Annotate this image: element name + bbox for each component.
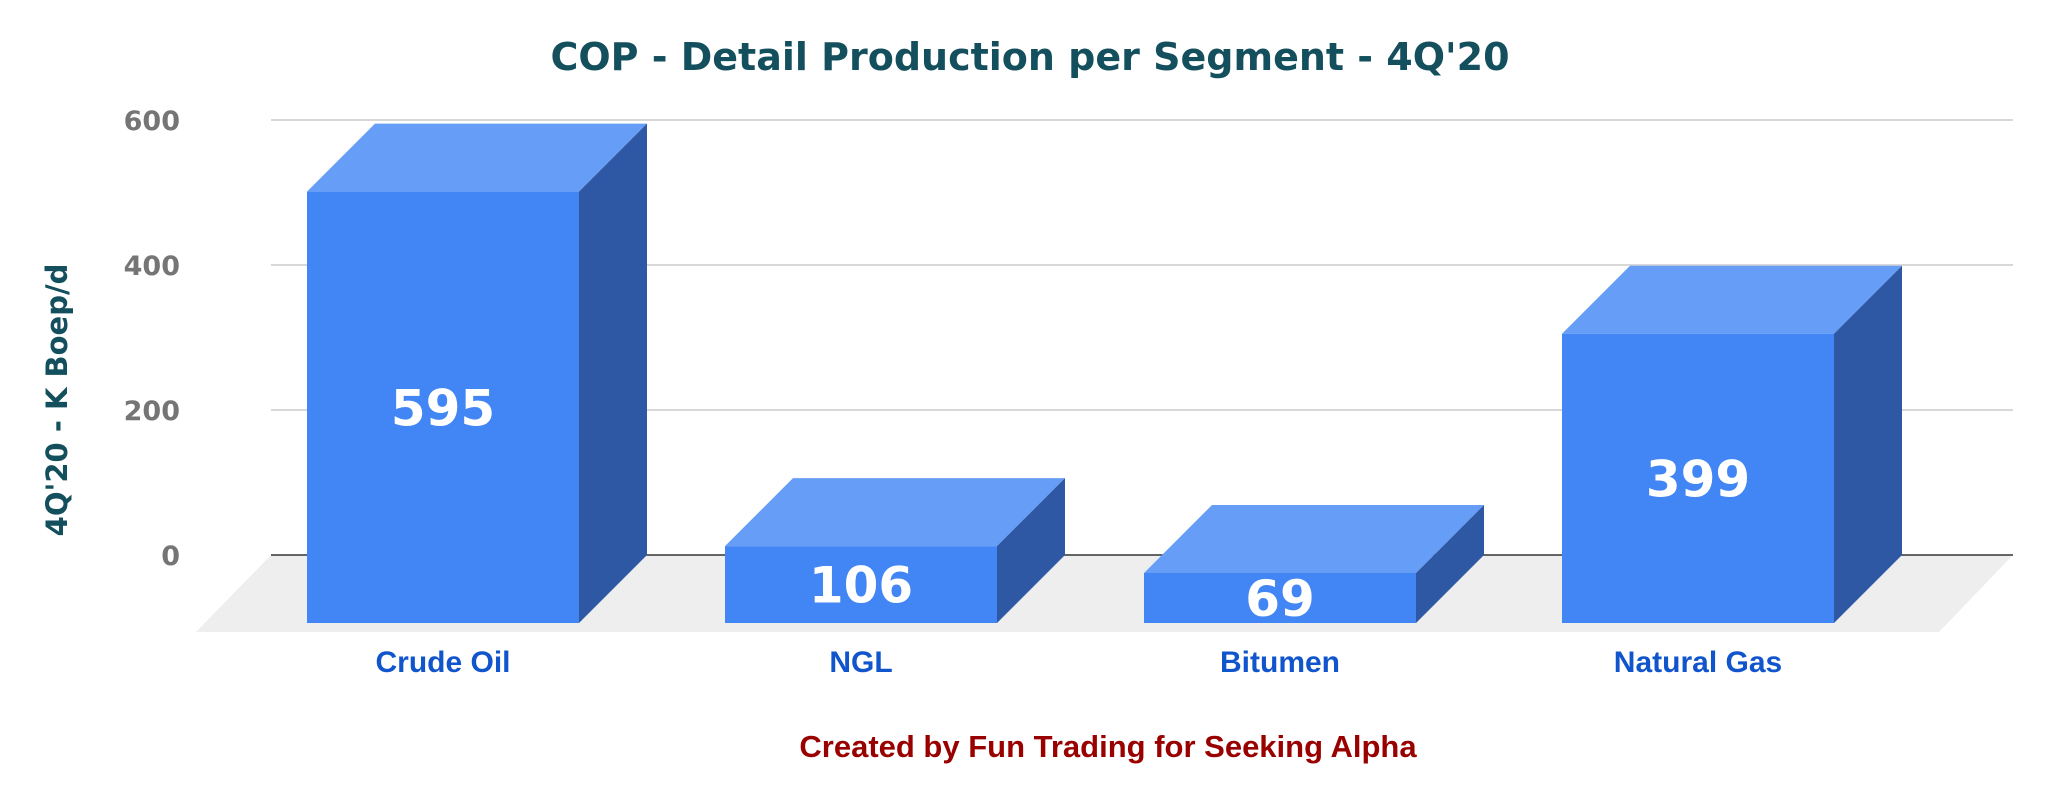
bar-side-face: [1416, 504, 1484, 623]
chart-title: COP - Detail Production per Segment - 4Q…: [550, 35, 1509, 79]
y-tick-label: 0: [161, 541, 180, 572]
bar-natural-gas: 399: [1562, 265, 1902, 623]
data-label: 69: [1245, 570, 1315, 628]
bar-front-face: [725, 546, 997, 623]
chart-floor: [196, 555, 2013, 632]
bar-front-face: [1562, 333, 1834, 623]
bar-side-face: [997, 478, 1065, 623]
bar-crude-oil: 595: [307, 123, 647, 623]
bar-top-face: [1144, 504, 1484, 573]
x-axis-categories: Crude Oil NGL Bitumen Natural Gas: [375, 646, 1782, 679]
y-tick-label: 400: [124, 251, 180, 282]
bar-front-face: [307, 191, 579, 623]
bar-ngl: 106: [725, 478, 1065, 623]
category-label: Natural Gas: [1614, 646, 1782, 679]
y-tick-label: 200: [124, 396, 180, 427]
y-axis-ticks: 0 200 400 600: [124, 106, 180, 572]
category-label: NGL: [829, 646, 892, 679]
data-label: 106: [809, 557, 913, 615]
data-label: 595: [391, 379, 495, 437]
bar-top-face: [307, 123, 647, 192]
y-axis-label: 4Q'20 - K Boep/d: [40, 264, 74, 537]
category-label: Bitumen: [1220, 646, 1340, 679]
credit-text: Created by Fun Trading for Seeking Alpha: [799, 729, 1417, 764]
bar-top-face: [725, 478, 1065, 547]
bar-side-face: [1834, 265, 1902, 623]
bar-front-face: [1144, 572, 1416, 623]
bars: 595 106 69 399: [307, 123, 1902, 628]
bar-side-face: [579, 123, 647, 623]
category-label: Crude Oil: [375, 646, 510, 679]
bar-bitumen: 69: [1144, 504, 1484, 628]
y-tick-label: 600: [124, 106, 180, 137]
bar-top-face: [1562, 265, 1902, 334]
data-label: 399: [1646, 450, 1750, 508]
